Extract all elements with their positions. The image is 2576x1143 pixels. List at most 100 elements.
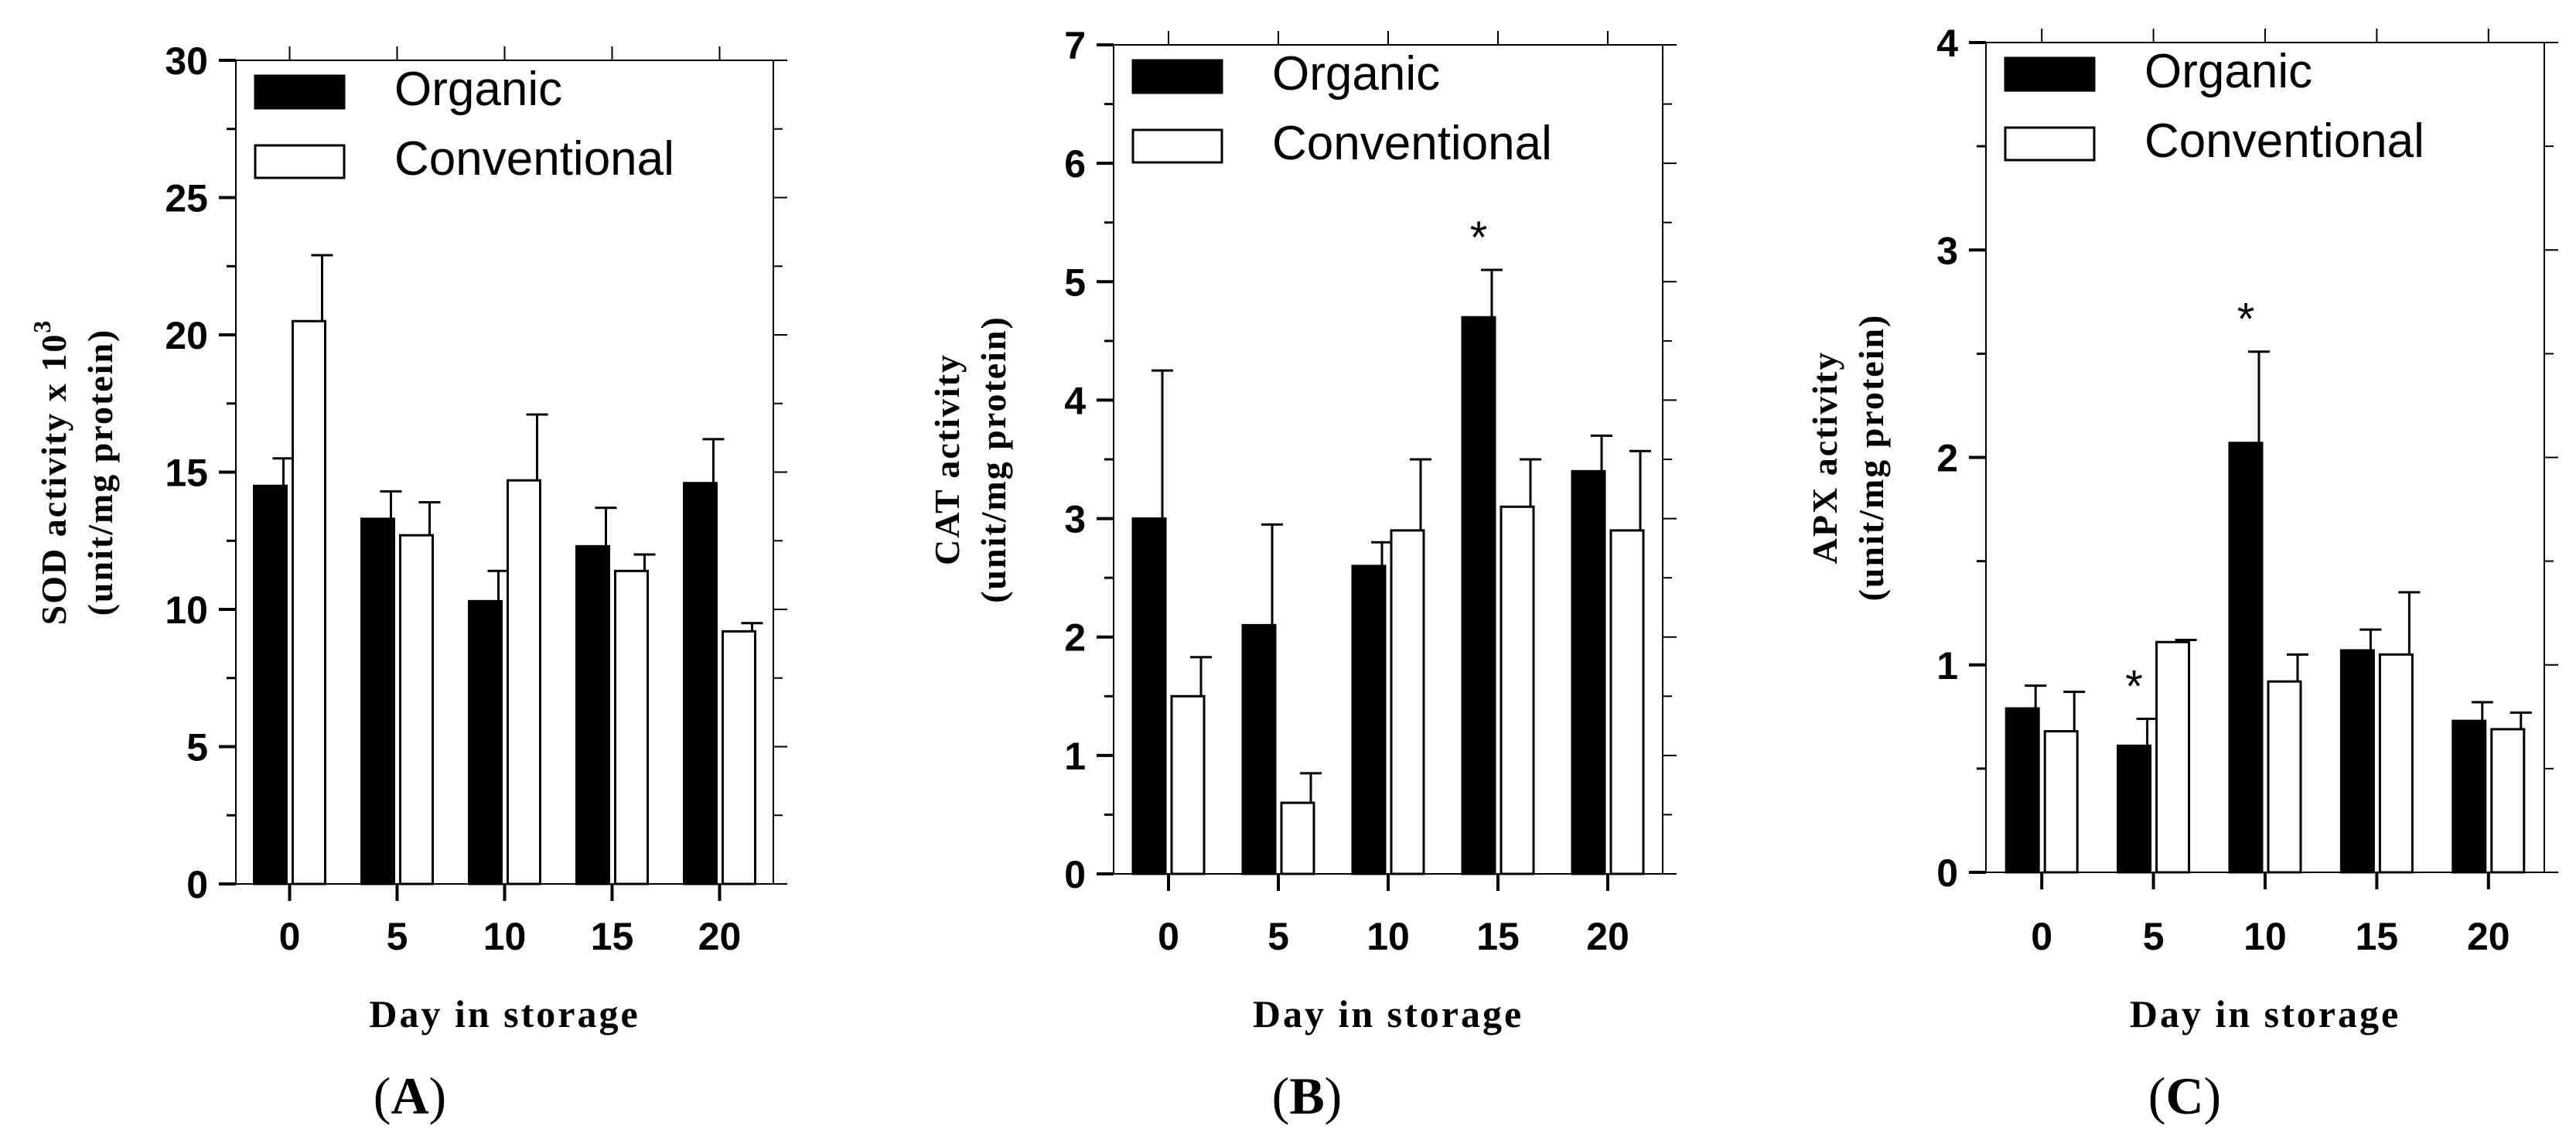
x-tick-label: 5 [2143,915,2165,958]
significance-marker: * [2237,295,2255,345]
panel-caption-open: ( [2148,1066,2166,1125]
bar-conventional [507,479,541,885]
y-axis-title-text: SOD activity x 10 [34,333,73,626]
bar-conventional [1170,694,1206,875]
panel-caption-letter: B [1289,1066,1324,1125]
x-tick-label: 5 [1268,915,1289,958]
bar-conventional [399,534,434,885]
y-tick-label: 20 [165,314,208,357]
bar-organic [1571,469,1606,875]
bar-organic [468,599,503,885]
x-tick-label: 10 [1366,915,1410,958]
legend-swatch-conventional [254,144,346,179]
bar-organic [360,517,395,885]
x-tick-label: 10 [2243,915,2287,958]
bar-organic [1131,517,1167,875]
x-tick-label: 10 [483,915,527,958]
x-tick-label: 5 [387,915,408,958]
bar-conventional [2155,640,2191,874]
bar-organic [1461,316,1496,875]
x-tick-label: 15 [591,915,634,958]
x-tick-label: 0 [1158,915,1179,958]
y-axis-title-line2: (unit/mg protein) [974,316,1013,603]
x-tick-label: 20 [2467,915,2510,958]
y-tick-label: 25 [165,177,208,220]
bar-conventional [1609,529,1645,875]
y-tick-label: 6 [1064,142,1086,186]
panel-caption: (C) [2148,1066,2221,1125]
y-tick-label: 4 [1064,379,1086,422]
y-tick-label: 30 [165,39,208,83]
x-tick-label: 0 [2031,915,2052,958]
bar-conventional [1280,801,1315,875]
x-axis-title: Day in storage [369,992,640,1036]
bar-conventional [2043,730,2079,874]
bar-organic [253,484,288,885]
y-tick-label: 5 [1064,261,1086,304]
x-tick-label: 15 [1476,915,1520,958]
y-axis-title-line2: (unit/mg protein) [80,329,120,616]
y-tick-label: 1 [1064,735,1086,778]
bar-organic [2339,649,2375,874]
y-tick-label: 5 [186,726,208,769]
y-axis-title-line1: SOD activity x 103 [28,319,73,626]
y-axis-title-line2: (unit/mg protein) [1851,314,1891,602]
bar-conventional [614,569,649,885]
y-tick-label: 2 [1064,616,1086,660]
legend-label-conventional: Conventional [2144,114,2424,168]
legend-label-organic: Organic [394,63,562,116]
legend-swatch-organic [254,74,346,110]
bar-conventional [1390,529,1425,875]
bar-conventional [1500,505,1535,875]
legend-label-conventional: Conventional [1272,117,1552,170]
y-axis-title-line1: APX activity [1805,351,1844,565]
y-tick-label: 1 [1936,644,1958,688]
panel-caption-letter: C [2165,1066,2203,1125]
legend-label-organic: Organic [1272,47,1440,101]
bar-organic [1241,623,1277,875]
panel-caption-close: ) [429,1066,447,1125]
bar-conventional [2490,728,2526,874]
legend-swatch-organic [1131,59,1223,94]
x-tick-label: 20 [698,915,742,958]
y-axis-title-text: APX activity [1805,351,1844,565]
y-tick-label: 7 [1064,24,1086,67]
bar-conventional [2267,680,2302,874]
bar-conventional [2378,653,2414,874]
y-tick-label: 2 [1936,437,1958,480]
significance-marker: * [2125,661,2143,711]
legend-label-conventional: Conventional [394,132,674,186]
y-axis-title-line1: CAT activity [927,353,967,565]
legend-swatch-organic [2004,56,2096,92]
bar-organic [683,482,718,885]
x-axis-title: Day in storage [1253,992,1523,1036]
panel-caption-open: ( [374,1066,391,1125]
y-tick-label: 3 [1064,498,1086,541]
y-tick-label: 0 [186,863,208,906]
chart-panel-c: 0 1 2 3 4 0 5 10 15 20 * * Organic Conventional Day in… [1805,22,2558,1125]
legend-swatch-conventional [2004,126,2096,162]
y-axis-title-superscript: 3 [28,319,56,333]
y-tick-label: 15 [165,452,208,495]
panel-caption: (A) [374,1066,446,1125]
significance-marker: * [1470,213,1488,263]
x-tick-label: 20 [1586,915,1629,958]
bar-organic [2451,719,2487,874]
bar-organic [1351,565,1387,875]
chart-panel-b: 0 1 2 3 4 5 6 7 0 5 10 15 20 * Organic Conventional Day … [927,24,1677,1125]
y-tick-label: 0 [1064,853,1086,896]
bar-conventional [722,630,756,885]
y-tick-label: 3 [1936,229,1958,272]
chart-panel-a: 0 5 10 15 20 25 30 0 5 10 15 20 Organic Conventional D… [28,39,787,1125]
panel-caption: (B) [1272,1066,1343,1125]
x-tick-label: 15 [2356,915,2399,958]
bar-organic [2005,707,2040,874]
x-axis-title: Day in storage [2130,992,2400,1036]
bar-organic [2117,744,2152,874]
panel-caption-close: ) [1325,1066,1343,1125]
panel-caption-letter: A [391,1066,428,1125]
y-tick-label: 10 [165,589,208,632]
legend-swatch-conventional [1131,128,1223,164]
bar-organic [2228,442,2264,874]
